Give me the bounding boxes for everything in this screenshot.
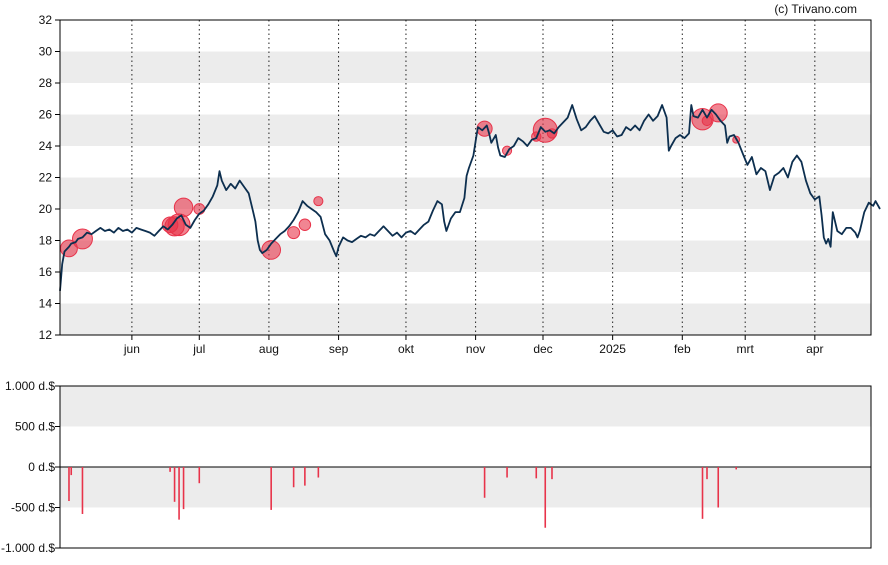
price-y-tick-label: 28	[39, 76, 53, 90]
trade-bubble	[173, 197, 194, 218]
trade-bubble	[298, 218, 312, 232]
price-x-tick-label: jul	[192, 342, 205, 356]
price-y-tick-label: 12	[39, 328, 53, 342]
price-panel: 12 14 16 18 20 22 24 26 28 30 32 jun jul aug sep okt no…	[39, 13, 881, 356]
volume-y-tick-label: 1.000 d.$	[5, 379, 55, 393]
volume-y-tick-label: -1.000 d.$	[1, 541, 55, 555]
volume-bars	[68, 467, 738, 528]
volume-y-tick-label: -500 d.$	[11, 501, 55, 515]
trade-bubble	[708, 103, 728, 123]
price-x-tick-label: sep	[329, 342, 349, 356]
price-y-tick-label: 20	[39, 202, 53, 216]
trade-bubble	[261, 240, 282, 260]
price-x-tick-label: jun	[123, 342, 140, 356]
price-band	[60, 114, 871, 146]
price-bands	[60, 51, 871, 335]
price-y-tick-label: 14	[39, 297, 53, 311]
volume-bands	[60, 386, 871, 508]
volume-y-tick-label: 0 d.$	[28, 460, 55, 474]
price-line	[59, 104, 881, 291]
trade-bubble	[313, 196, 324, 207]
price-x-tick-label: aug	[259, 342, 279, 356]
price-y-tick-label: 24	[39, 139, 53, 153]
volume-y-tick-labels: 1.000 d.$ 500 d.$ 0 d.$ -500 d.$ -1.000 d.$	[1, 379, 60, 555]
credit-text: (c) Trivano.com	[774, 2, 857, 16]
price-y-tick-label: 26	[39, 108, 53, 122]
price-y-tick-label: 32	[39, 13, 53, 27]
price-x-tick-label: dec	[533, 342, 552, 356]
price-y-tick-label: 18	[39, 234, 53, 248]
volume-y-tick-label: 500 d.$	[15, 420, 55, 434]
price-month-gridlines	[131, 20, 816, 335]
price-y-tick-label: 16	[39, 265, 53, 279]
trade-bubble	[72, 228, 93, 250]
price-y-tick-labels: 12 14 16 18 20 22 24 26 28 30 32	[39, 13, 60, 342]
volume-band	[60, 386, 871, 427]
price-x-tick-label: nov	[466, 342, 485, 356]
trade-bubble	[287, 226, 301, 240]
price-y-tick-label: 22	[39, 171, 53, 185]
price-x-tick-labels: jun jul aug sep okt nov dec 2025 feb mrt apr	[123, 335, 824, 356]
price-frame	[59, 19, 872, 336]
price-x-tick-label: okt	[398, 342, 415, 356]
volume-band	[60, 467, 871, 508]
price-x-tick-label: mrt	[737, 342, 755, 356]
price-y-tick-label: 30	[39, 45, 53, 59]
price-band	[60, 51, 871, 83]
price-band	[60, 303, 871, 335]
price-band	[60, 240, 871, 272]
price-x-tick-label: feb	[674, 342, 691, 356]
price-x-tick-label: apr	[806, 342, 823, 356]
volume-frame	[59, 385, 872, 549]
volume-panel: 1.000 d.$ 500 d.$ 0 d.$ -500 d.$ -1.000 d.$	[1, 379, 872, 555]
price-x-tick-label: 2025	[599, 342, 626, 356]
